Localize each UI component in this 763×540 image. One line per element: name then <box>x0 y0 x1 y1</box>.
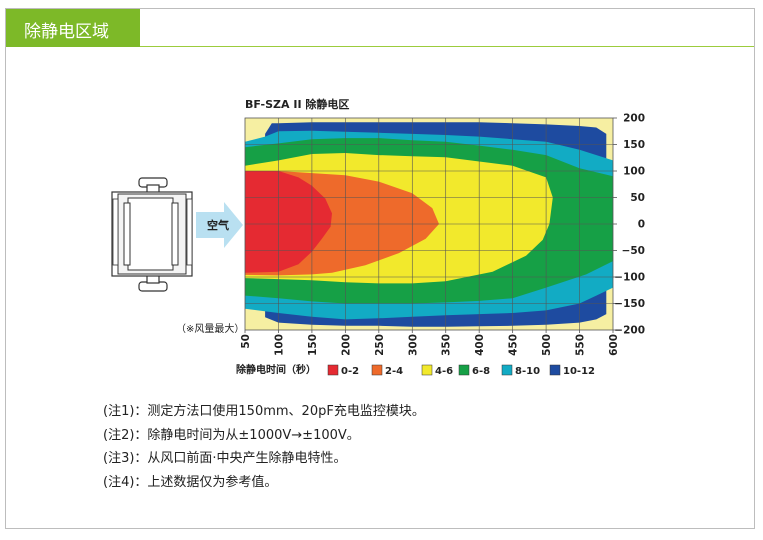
y-tick-label: 150 <box>623 139 645 151</box>
y-tick-label: 50 <box>630 192 645 204</box>
y-tick-label: 0 <box>638 219 645 231</box>
x-tick-label: 150 <box>307 334 319 356</box>
x-tick-label: 100 <box>274 334 286 356</box>
legend-swatch <box>421 364 433 376</box>
legend-label: 6-8 <box>472 366 490 377</box>
airflow-arrow-icon <box>196 202 243 248</box>
page-title: 除静电区域 <box>24 22 109 42</box>
note-item: (注3)：从风口前面·中央产生除静电特性。 <box>103 451 347 466</box>
legend-swatch <box>458 364 470 376</box>
x-tick-label: 450 <box>508 334 520 356</box>
y-tick-label: 100 <box>623 166 645 178</box>
legend-label: 2-4 <box>385 366 403 377</box>
y-tick-label: −50 <box>622 245 645 257</box>
x-tick-label: 500 <box>541 334 553 356</box>
y-axis-ticks: 200 150 100 50 0 −50 −100 −150 −200 <box>613 113 645 337</box>
chart-title: BF-SZA II 除静电区 <box>245 97 349 111</box>
x-axis-ticks: 50 100 150 200 250 300 350 400 450 500 550 600 <box>240 330 620 356</box>
x-tick-label: 200 <box>340 334 352 356</box>
x-tick-label: 50 <box>240 334 252 349</box>
grid <box>245 118 613 330</box>
legend-label: 0-2 <box>341 366 359 377</box>
legend-swatch <box>371 364 383 376</box>
legend-label: 8-10 <box>515 366 540 377</box>
x-tick-label: 250 <box>374 334 386 356</box>
y-tick-label: −200 <box>614 325 645 337</box>
ionizer-device-icon <box>111 177 193 292</box>
airflow-note: （※风量最大） <box>176 322 244 335</box>
header-divider <box>140 46 754 47</box>
legend-label: 10-12 <box>563 366 595 377</box>
y-tick-label: −100 <box>614 272 645 284</box>
x-tick-label: 350 <box>441 334 453 356</box>
note-item: (注4)：上述数据仅为参考值。 <box>103 474 278 490</box>
legend: 0-2 2-4 4-6 6-8 8-10 10-12 <box>327 364 595 377</box>
legend-swatch <box>501 364 513 376</box>
air-label: 空气 <box>207 218 229 232</box>
legend-swatch <box>327 364 339 376</box>
zone-0-2 <box>245 171 332 273</box>
x-tick-label: 400 <box>474 334 486 356</box>
x-tick-label: 600 <box>608 334 620 356</box>
x-axis-label: 除静电时间（秒） <box>236 363 316 376</box>
y-tick-label: −150 <box>614 298 645 310</box>
x-tick-label: 300 <box>407 334 419 356</box>
legend-label: 4-6 <box>435 366 453 377</box>
legend-swatch <box>549 364 561 376</box>
header-bar: 除静电区域 <box>6 9 140 47</box>
y-tick-label: 200 <box>623 113 645 125</box>
note-item: (注2)：除静电时间为从±1000V→±100V。 <box>103 427 360 443</box>
note-item: (注1)：测定方法口使用150mm、20pF充电监控模块。 <box>103 404 425 419</box>
x-tick-label: 550 <box>575 334 587 356</box>
notes-list: (注1)：测定方法口使用150mm、20pF充电监控模块。 (注2)：除静电时间… <box>103 400 425 494</box>
